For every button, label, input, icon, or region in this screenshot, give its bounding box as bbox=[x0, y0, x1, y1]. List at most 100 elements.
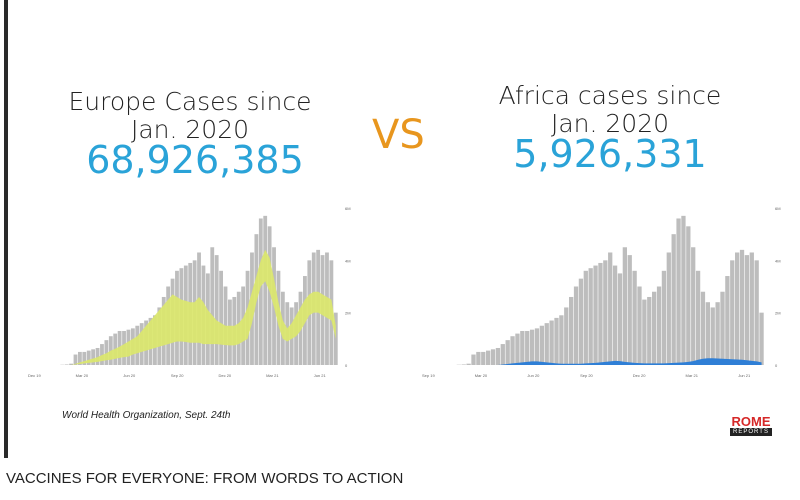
bar bbox=[705, 302, 710, 365]
video-frame: Europe Cases since Jan. 2020 68,926,385 … bbox=[4, 0, 781, 458]
bar bbox=[578, 278, 584, 365]
bar bbox=[534, 328, 540, 365]
x-tick-label: Sep 19 bbox=[422, 373, 435, 378]
bar bbox=[78, 351, 82, 365]
europe-title: Europe Cases since Jan. 2020 bbox=[60, 88, 320, 144]
bar bbox=[617, 273, 623, 365]
bar bbox=[749, 252, 754, 365]
bar bbox=[559, 315, 564, 365]
bar bbox=[622, 247, 627, 365]
bar bbox=[486, 350, 491, 365]
africa-title-line2: Jan. 2020 bbox=[550, 109, 670, 138]
bar bbox=[476, 351, 481, 365]
bar bbox=[214, 255, 219, 365]
bar bbox=[549, 320, 554, 365]
bar bbox=[554, 317, 559, 365]
bar bbox=[608, 252, 613, 365]
bar bbox=[666, 252, 671, 365]
bar bbox=[661, 270, 667, 365]
bar bbox=[637, 286, 642, 365]
bar bbox=[91, 349, 96, 365]
bar bbox=[686, 226, 691, 365]
x-tick-label: Mar 20 bbox=[76, 373, 89, 378]
bar bbox=[598, 262, 603, 365]
logo-bottom: REPORTS bbox=[730, 428, 772, 436]
bar bbox=[466, 363, 471, 365]
bar bbox=[500, 344, 505, 365]
bar bbox=[210, 247, 215, 365]
x-tick-label: Jun 21 bbox=[738, 373, 751, 378]
bar bbox=[219, 270, 223, 365]
x-tick-label: Jun 20 bbox=[527, 373, 540, 378]
bar bbox=[490, 349, 496, 365]
frame-border bbox=[4, 0, 8, 458]
x-tick-label: Dec 20 bbox=[218, 373, 231, 378]
x-tick-label: Mar 21 bbox=[685, 373, 698, 378]
bar bbox=[573, 286, 579, 365]
source-note: World Health Organization, Sept. 24th bbox=[62, 410, 231, 421]
x-tick-label: Dec 20 bbox=[633, 373, 646, 378]
bar bbox=[529, 329, 535, 365]
charts: Dec 19 Mar 20 Jun 20 Sep 20 Dec 20 Mar 21 Jun … bbox=[28, 206, 781, 378]
y-tick-label: 4M bbox=[775, 258, 781, 263]
bar bbox=[69, 363, 73, 365]
bar bbox=[700, 291, 706, 365]
bar bbox=[754, 260, 759, 365]
bar bbox=[642, 299, 647, 365]
africa-title: Africa cases since Jan. 2020 bbox=[480, 82, 740, 138]
bar bbox=[104, 340, 109, 365]
y-tick-label: 2M bbox=[775, 311, 781, 316]
bar bbox=[510, 336, 515, 365]
bar bbox=[739, 249, 745, 365]
bar bbox=[730, 260, 735, 365]
europe-area bbox=[40, 249, 336, 365]
bar bbox=[95, 347, 100, 365]
x-tick-label: Jun 21 bbox=[314, 373, 327, 378]
x-tick-label: Sep 20 bbox=[171, 373, 184, 378]
bar bbox=[671, 234, 676, 365]
y-tick-label: 0 bbox=[345, 363, 348, 368]
bar bbox=[461, 364, 466, 365]
bar bbox=[481, 351, 486, 365]
africa-area bbox=[434, 358, 762, 365]
x-tick-label: Sep 20 bbox=[580, 373, 593, 378]
bar bbox=[676, 218, 681, 365]
bar bbox=[544, 323, 549, 365]
europe-title-line2: Jan. 2020 bbox=[130, 115, 250, 144]
bar bbox=[735, 252, 740, 365]
bar bbox=[710, 307, 715, 365]
bar bbox=[725, 276, 730, 365]
logo-top: ROME bbox=[731, 414, 771, 429]
bar bbox=[471, 354, 476, 365]
video-title[interactable]: VACCINES FOR EVERYONE: FROM WORDS TO ACT… bbox=[6, 470, 404, 487]
bar bbox=[627, 255, 632, 365]
bar bbox=[593, 265, 598, 365]
bar bbox=[525, 330, 530, 365]
bar bbox=[715, 302, 720, 365]
bar bbox=[569, 296, 574, 365]
bar bbox=[495, 347, 501, 365]
bar bbox=[744, 255, 750, 365]
bar bbox=[759, 312, 764, 365]
bar bbox=[656, 286, 662, 365]
bar bbox=[603, 260, 608, 365]
bar bbox=[632, 270, 637, 365]
bar bbox=[64, 364, 69, 365]
bar bbox=[82, 351, 87, 365]
africa-title-line1: Africa cases since bbox=[498, 81, 722, 110]
bar bbox=[263, 215, 268, 365]
rome-reports-logo: ROME REPORTS bbox=[730, 415, 772, 436]
bar bbox=[73, 354, 78, 365]
y-tick-label: 6M bbox=[775, 206, 781, 211]
bar bbox=[267, 226, 272, 365]
europe-cases-number: 68,926,385 bbox=[86, 138, 304, 182]
africa-cases-number: 5,926,331 bbox=[513, 132, 707, 176]
x-tick-label: Mar 21 bbox=[266, 373, 279, 378]
bar bbox=[520, 330, 525, 365]
bar bbox=[505, 340, 510, 365]
bar bbox=[612, 265, 618, 365]
y-tick-label: 0 bbox=[775, 363, 778, 368]
bar bbox=[647, 296, 652, 365]
bar bbox=[86, 350, 91, 365]
bar bbox=[515, 333, 520, 365]
